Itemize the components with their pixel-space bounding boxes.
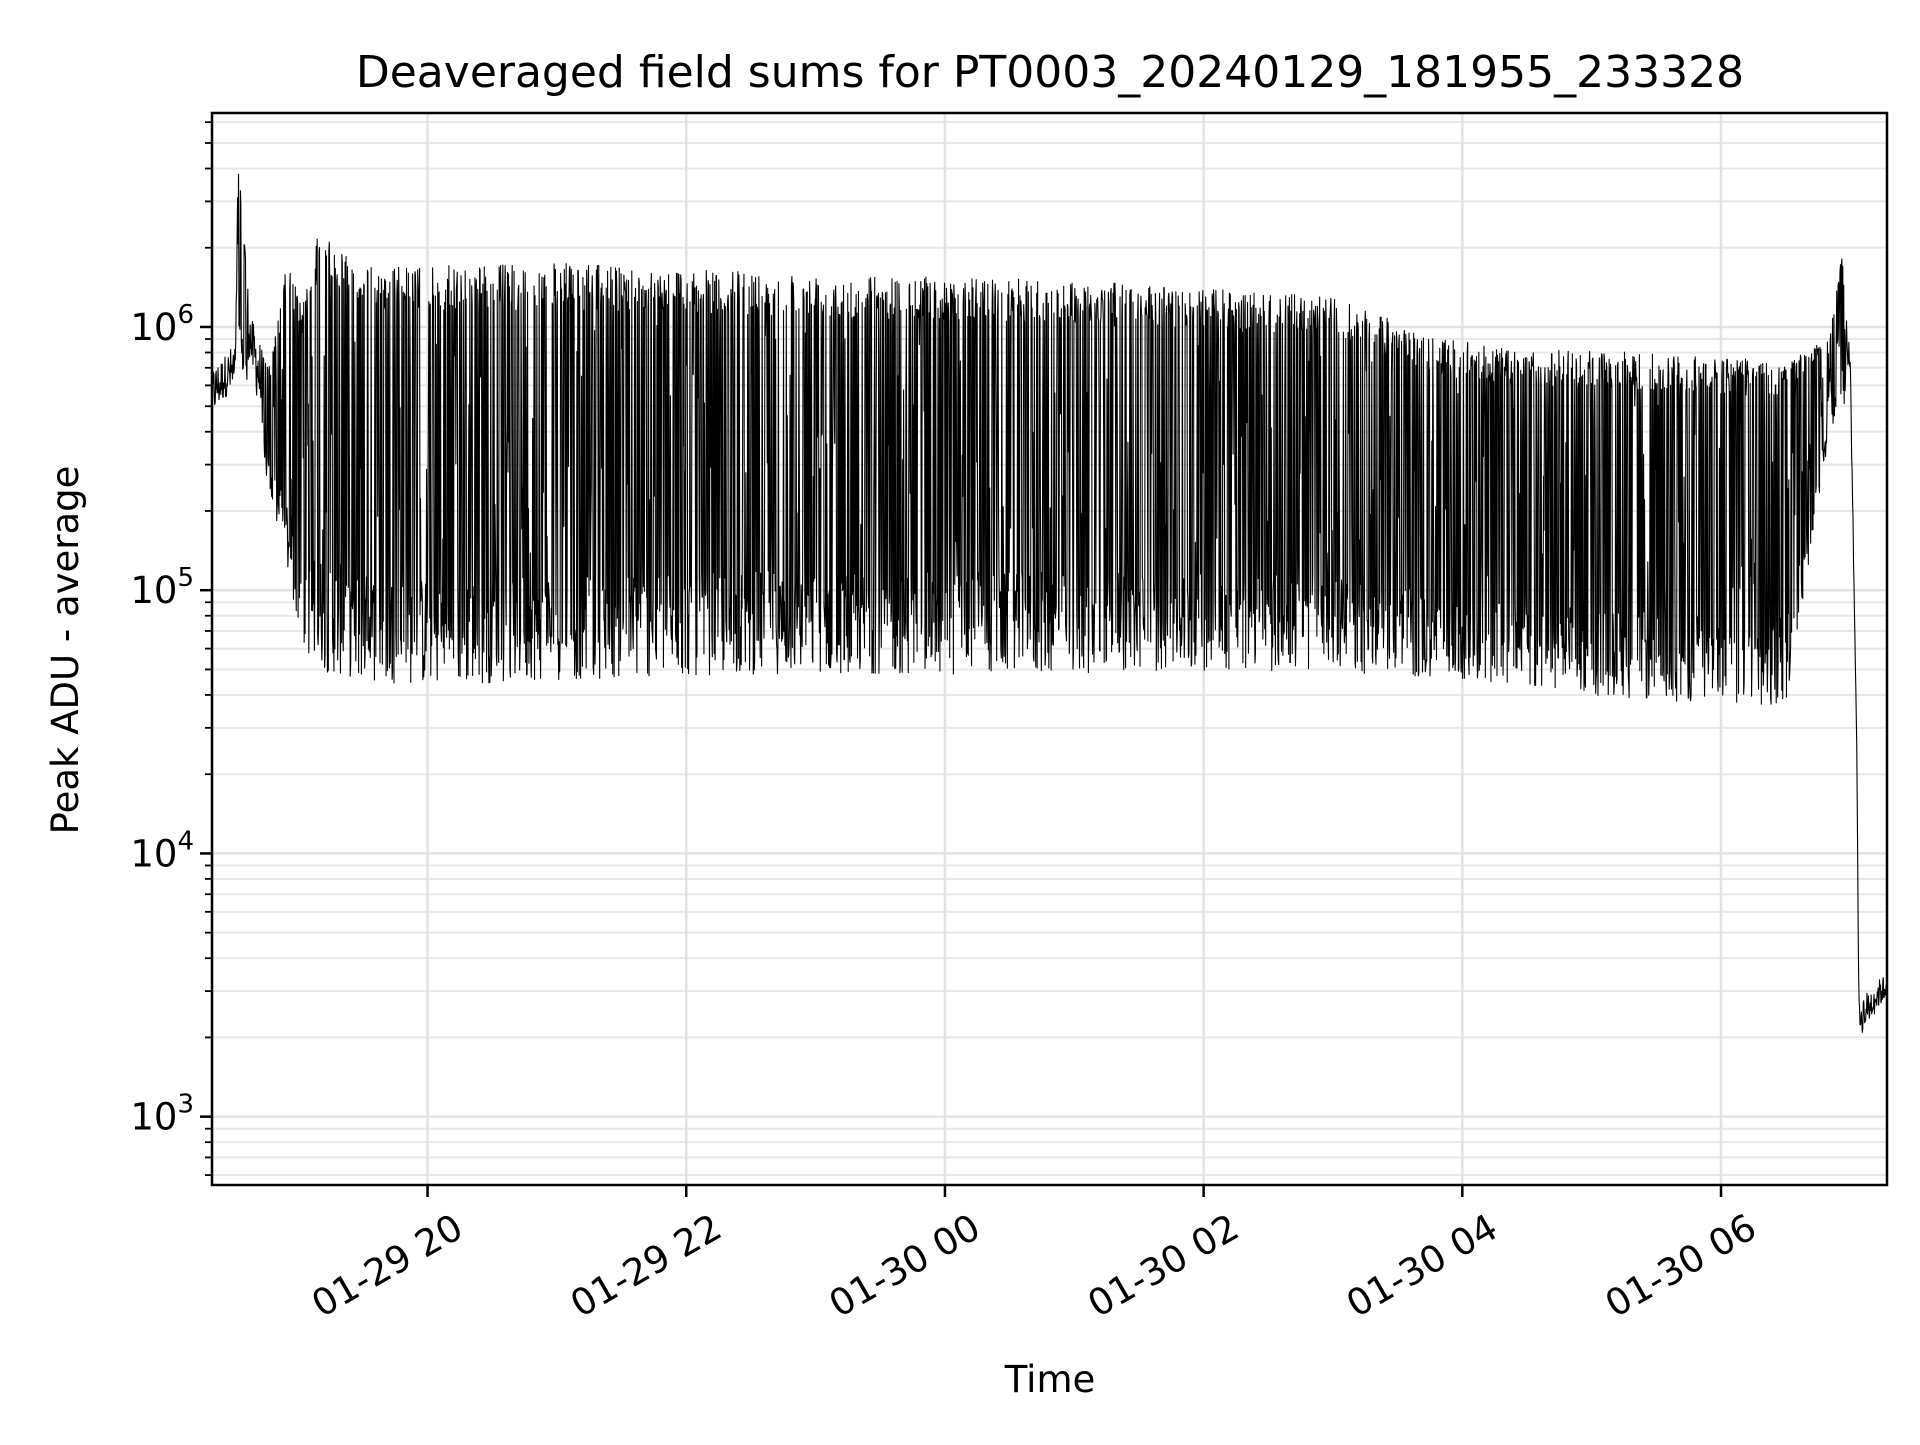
y-tick-exponent: 4 xyxy=(177,826,194,856)
y-tick-label: 106 xyxy=(130,300,194,349)
y-tick-label: 104 xyxy=(130,826,194,875)
y-tick-label: 105 xyxy=(130,563,194,612)
y-tick-base: 10 xyxy=(130,1096,177,1139)
y-axis-label: Peak ADU - average xyxy=(44,466,87,835)
y-tick-label: 103 xyxy=(130,1090,194,1139)
series-line xyxy=(211,173,1888,1033)
y-tick-base: 10 xyxy=(130,569,177,612)
x-axis-label: Time xyxy=(1004,1358,1096,1401)
y-tick-exponent: 5 xyxy=(177,563,194,593)
series-layer xyxy=(211,173,1888,1033)
y-tick-base: 10 xyxy=(130,306,177,349)
y-tick-exponent: 6 xyxy=(177,300,194,330)
chart-title: Deaveraged field sums for PT0003_2024012… xyxy=(356,47,1744,98)
y-tick-base: 10 xyxy=(130,832,177,875)
y-tick-exponent: 3 xyxy=(177,1090,194,1120)
